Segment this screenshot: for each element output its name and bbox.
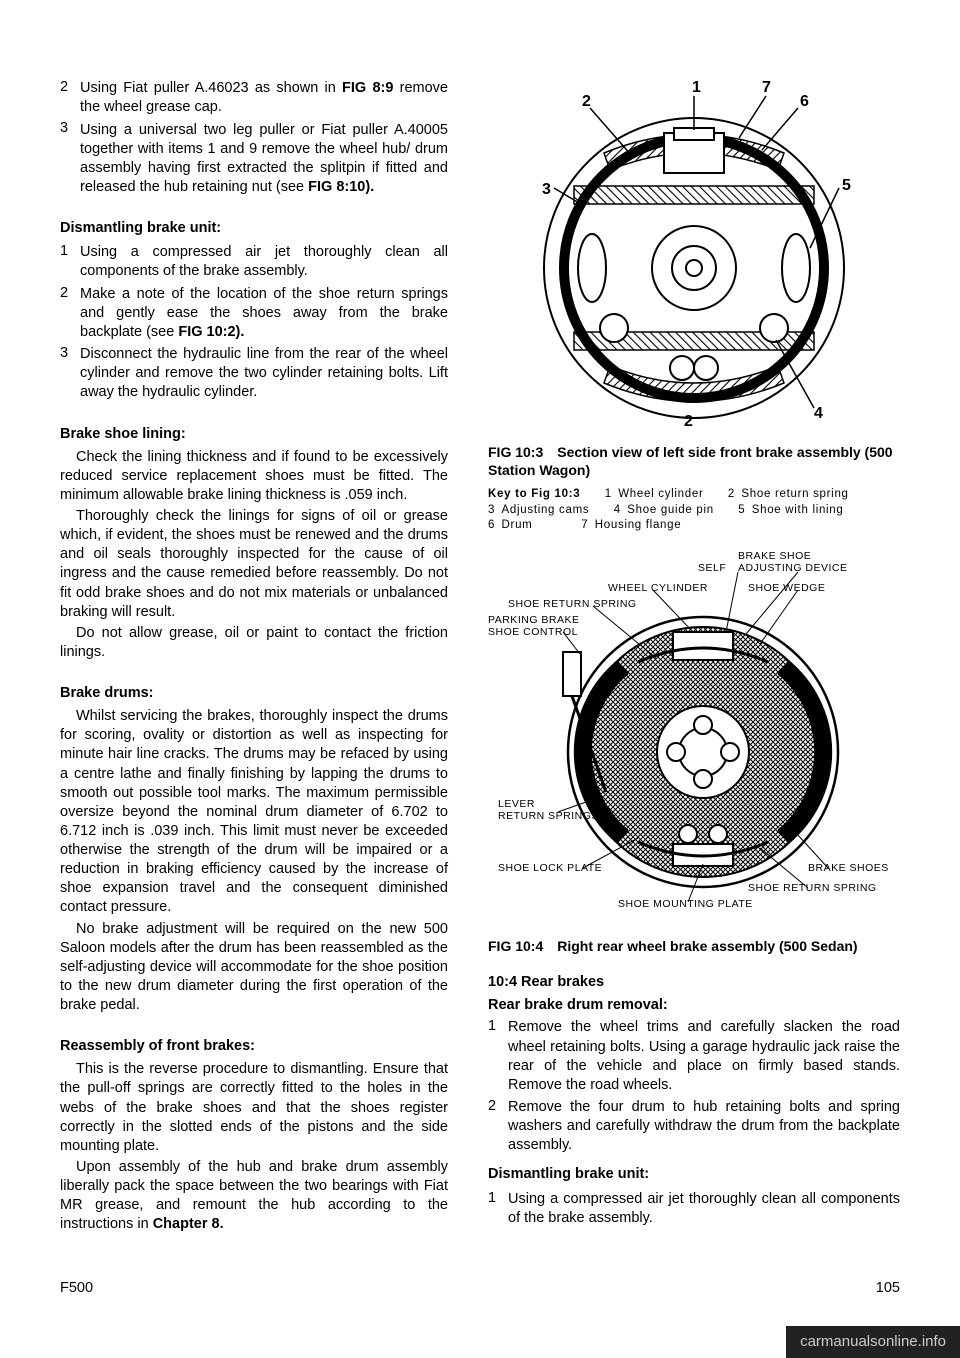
- key-label: Key to Fig 10:3: [488, 488, 580, 500]
- list-number: 1: [488, 1017, 504, 1036]
- heading-lining: Brake shoe lining:: [60, 425, 448, 444]
- list-body: Using a compressed air jet thoroughly cl…: [80, 243, 448, 281]
- callout-2: 2: [582, 93, 591, 110]
- list-item: 3 Disconnect the hydraulic line from the…: [60, 344, 448, 403]
- list-number: 2: [488, 1097, 504, 1116]
- heading-drums: Brake drums:: [60, 684, 448, 703]
- figure-key: Key to Fig 10:3 1 Wheel cylinder 2 Shoe …: [488, 487, 900, 534]
- fig-ref: FIG 10:2).: [178, 324, 244, 340]
- callout-7: 7: [762, 79, 771, 96]
- watermark: carmanualsonline.info: [786, 1326, 960, 1358]
- fig-ref: FIG 8:9: [342, 80, 393, 96]
- callout-1: 1: [692, 79, 701, 96]
- list-item: 2 Remove the four drum to hub retaining …: [488, 1097, 900, 1156]
- figure-caption: FIG 10:4 Right rear wheel brake assembly…: [488, 938, 900, 956]
- list-body: Disconnect the hydraulic line from the r…: [80, 345, 448, 402]
- svg-text:2: 2: [684, 413, 693, 430]
- figure-10-4: SELF BRAKE SHOE ADJUSTING DEVICE WHEEL C…: [488, 562, 900, 932]
- list-item: 3 Using a universal two leg puller or Fi…: [60, 119, 448, 197]
- list-item: 2 Make a note of the location of the sho…: [60, 284, 448, 343]
- list-item: 1 Using a compressed air jet thoroughly …: [60, 242, 448, 281]
- callout-4: 4: [814, 405, 823, 422]
- page-footer: F500 105: [60, 1279, 900, 1298]
- fig-ref: FIG 8:10).: [308, 179, 374, 195]
- list-body: Using a compressed air jet thoroughly cl…: [508, 1190, 900, 1228]
- chapter-ref: Chapter 8.: [153, 1216, 224, 1232]
- two-column-layout: 2 Using Fiat puller A.46023 as shown in …: [60, 78, 900, 1236]
- paragraph: Do not allow grease, oil or paint to con…: [60, 624, 448, 662]
- list-body: Using a universal two leg puller or Fiat…: [80, 121, 448, 198]
- list-body: Using Fiat puller A.46023 as shown in FI…: [80, 79, 448, 117]
- text: Make a note of the location of the shoe …: [80, 286, 448, 340]
- text: Using a universal two leg puller or Fiat…: [80, 122, 448, 195]
- text: Upon assembly of the hub and brake drum …: [60, 1159, 448, 1232]
- list-number: 1: [60, 242, 76, 261]
- list-number: 3: [60, 344, 76, 363]
- rear-brake-diagram-icon: [488, 562, 900, 932]
- list-body: Remove the wheel trims and carefully sla…: [508, 1018, 900, 1095]
- callout-6: 6: [800, 93, 809, 110]
- footer-model: F500: [60, 1279, 93, 1298]
- text: Using Fiat puller A.46023 as shown in: [80, 80, 342, 96]
- list-number: 3: [60, 119, 76, 138]
- paragraph: Upon assembly of the hub and brake drum …: [60, 1158, 448, 1235]
- callout-3: 3: [542, 181, 551, 198]
- list-number: 2: [60, 78, 76, 97]
- heading-dismantling-rear: Dismantling brake unit:: [488, 1165, 900, 1184]
- paragraph: Thoroughly check the linings for signs o…: [60, 507, 448, 622]
- list-item: 1 Remove the wheel trims and carefully s…: [488, 1017, 900, 1095]
- callout-5: 5: [842, 177, 851, 194]
- brake-section-diagram-icon: 1 2 3 4 5 6 7 2: [514, 78, 874, 438]
- paragraph: Whilst servicing the brakes, thoroughly …: [60, 707, 448, 917]
- list-number: 1: [488, 1189, 504, 1208]
- list-item: 2 Using Fiat puller A.46023 as shown in …: [60, 78, 448, 117]
- figure-caption: FIG 10:3 Section view of left side front…: [488, 444, 900, 479]
- list-number: 2: [60, 284, 76, 303]
- list-body: Make a note of the location of the shoe …: [80, 285, 448, 342]
- figure-10-3: 1 2 3 4 5 6 7 2 FIG 10:3 Section view of…: [488, 78, 900, 534]
- list-body: Remove the four drum to hub retaining bo…: [508, 1098, 900, 1155]
- manual-page: 2 Using Fiat puller A.46023 as shown in …: [0, 0, 960, 1358]
- paragraph: This is the reverse procedure to dismant…: [60, 1060, 448, 1156]
- right-column: 1 2 3 4 5 6 7 2 FIG 10:3 Section view of…: [488, 78, 900, 1236]
- heading-dismantling: Dismantling brake unit:: [60, 219, 448, 238]
- page-number: 105: [876, 1279, 900, 1298]
- paragraph: No brake adjustment will be required on …: [60, 920, 448, 1016]
- heading-reassembly: Reassembly of front brakes:: [60, 1037, 448, 1056]
- paragraph: Check the lining thickness and if found …: [60, 448, 448, 505]
- left-column: 2 Using Fiat puller A.46023 as shown in …: [60, 78, 448, 1236]
- heading-10-4: 10:4 Rear brakes: [488, 973, 900, 992]
- list-item: 1 Using a compressed air jet thoroughly …: [488, 1189, 900, 1228]
- heading-rear-removal: Rear brake drum removal:: [488, 996, 900, 1015]
